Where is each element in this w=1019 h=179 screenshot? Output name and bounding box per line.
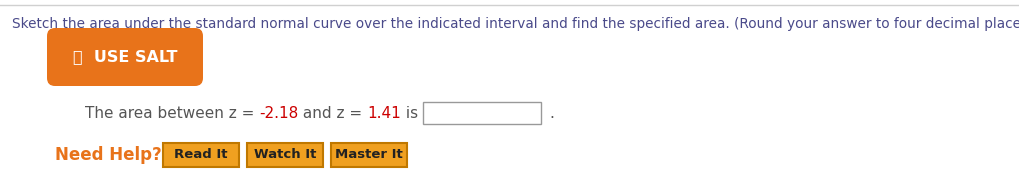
FancyBboxPatch shape	[331, 143, 407, 167]
Text: Watch It: Watch It	[254, 149, 316, 161]
Text: Need Help?: Need Help?	[55, 146, 162, 164]
Text: 1.41: 1.41	[367, 105, 400, 120]
Text: Sketch the area under the standard normal curve over the indicated interval and : Sketch the area under the standard norma…	[12, 17, 1019, 31]
FancyBboxPatch shape	[47, 28, 203, 86]
Text: .: .	[549, 105, 553, 120]
Text: is: is	[400, 105, 418, 120]
FancyBboxPatch shape	[247, 143, 323, 167]
Text: -2.18: -2.18	[259, 105, 299, 120]
FancyBboxPatch shape	[163, 143, 238, 167]
Text: Master It: Master It	[335, 149, 403, 161]
Text: The area between z =: The area between z =	[85, 105, 259, 120]
FancyBboxPatch shape	[423, 102, 541, 124]
Text: Read It: Read It	[174, 149, 227, 161]
Text: ⍾  USE SALT: ⍾ USE SALT	[72, 50, 177, 64]
Text: and z =: and z =	[299, 105, 367, 120]
